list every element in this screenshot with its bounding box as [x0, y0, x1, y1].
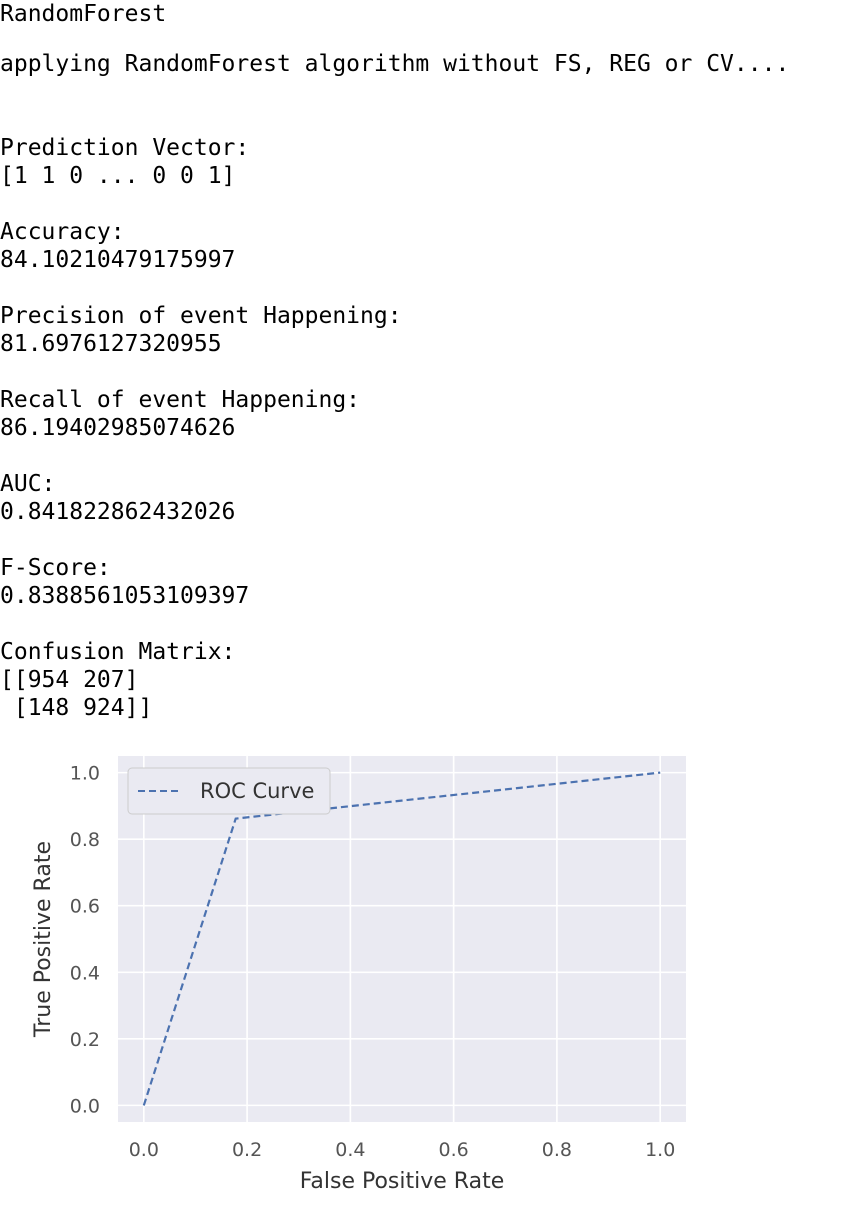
x-axis-label: False Positive Rate [300, 1169, 504, 1194]
fscore-value: 0.8388561053109397 [0, 583, 250, 609]
y-tick-label: 0.6 [70, 896, 100, 918]
auc-label: AUC: [0, 471, 56, 497]
prediction-label: Prediction Vector: [0, 135, 250, 161]
x-tick-label: 1.0 [645, 1139, 675, 1161]
y-tick-label: 1.0 [70, 763, 100, 785]
recall-label: Recall of event Happening: [0, 387, 361, 413]
accuracy-value: 84.10210479175997 [0, 247, 236, 273]
recall-value: 86.19402985074626 [0, 415, 236, 441]
y-tick-label: 0.4 [70, 962, 100, 984]
auc-value: 0.841822862432026 [0, 499, 236, 525]
prediction-value: [1 1 0 ... 0 0 1] [0, 163, 236, 189]
legend: ROC Curve [127, 767, 331, 815]
precision-value: 81.6976127320955 [0, 331, 222, 357]
applying-line: applying RandomForest algorithm without … [0, 51, 790, 77]
precision-label: Precision of event Happening: [0, 303, 402, 329]
legend-label-roc-curve: ROC Curve [200, 779, 314, 803]
y-axis-label: True Positive Rate [31, 841, 56, 1038]
roc-chart: 0.0 0.2 0.4 0.6 0.8 1.0 0.0 0.2 0.4 0.6 0.8 1.0 Fal… [31, 756, 686, 1194]
y-tick-label: 0.0 [70, 1095, 100, 1117]
confusion-row-2: [148 924]] [0, 695, 153, 721]
fscore-label: F-Score: [0, 555, 111, 581]
y-tick-label: 0.2 [70, 1029, 100, 1051]
confusion-label: Confusion Matrix: [0, 639, 236, 665]
model-name: RandomForest [0, 1, 167, 27]
plot-area [118, 756, 686, 1122]
x-tick-label: 0.6 [439, 1139, 469, 1161]
legend-box [127, 767, 331, 815]
x-tick-label: 0.2 [232, 1139, 262, 1161]
series-layer [142, 771, 661, 1106]
grid-lines [118, 756, 686, 1122]
tick-labels: 0.0 0.2 0.4 0.6 0.8 1.0 0.0 0.2 0.4 0.6 0.8 1.0 [70, 763, 676, 1161]
x-tick-label: 0.0 [129, 1139, 159, 1161]
y-tick-label: 0.8 [70, 829, 100, 851]
accuracy-label: Accuracy: [0, 219, 125, 245]
x-tick-label: 0.4 [335, 1139, 365, 1161]
x-tick-label: 0.8 [542, 1139, 572, 1161]
confusion-row-1: [[954 207] [0, 667, 139, 693]
